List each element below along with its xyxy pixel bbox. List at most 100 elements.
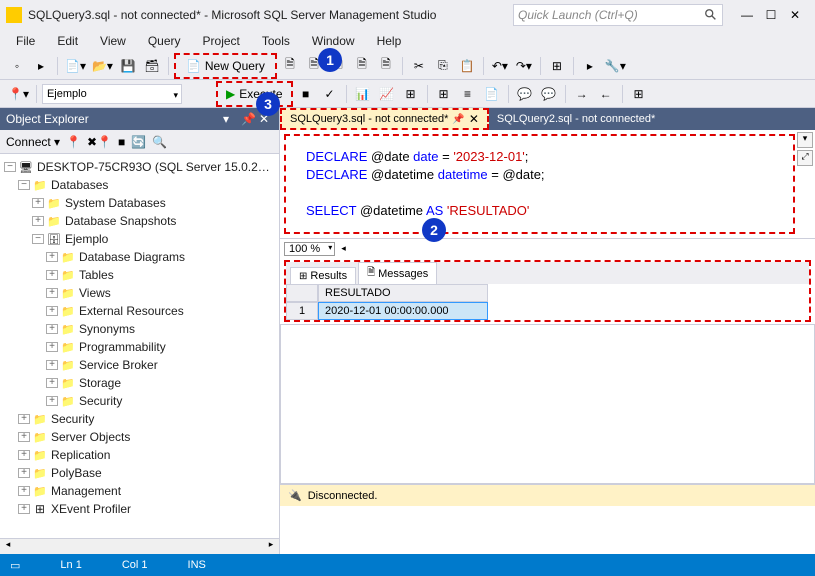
status-bar: ▭ Ln 1 Col 1 INS	[0, 554, 815, 576]
tree-server[interactable]: −DESKTOP-75CR93O (SQL Server 15.0.2…	[0, 158, 279, 176]
comment-button[interactable]: 💬	[514, 83, 536, 105]
results-text-button[interactable]: ≡	[457, 83, 479, 105]
db-engine-query-button[interactable]: 🗎	[279, 55, 301, 77]
tab-close-icon[interactable]: ✕	[469, 112, 479, 126]
scroll-left-arrow[interactable]: ◂	[0, 539, 16, 554]
tree-polybase[interactable]: +PolyBase	[0, 464, 279, 482]
maximize-button[interactable]: ☐	[765, 9, 777, 21]
outdent-button[interactable]: ←	[595, 83, 617, 105]
menu-view[interactable]: View	[90, 32, 136, 50]
tree-storage[interactable]: +Storage	[0, 374, 279, 392]
stop-icon[interactable]: ■	[118, 135, 125, 149]
dropdown-icon[interactable]: ▾	[797, 132, 813, 148]
horizontal-scrollbar[interactable]: ◂ ▸	[0, 538, 279, 554]
menu-query[interactable]: Query	[138, 32, 191, 50]
filter2-icon[interactable]: 🔍	[152, 135, 167, 149]
folder-icon	[46, 214, 62, 228]
result-row[interactable]: 1 2020-12-01 00:00:00.000	[286, 302, 809, 320]
undo-button[interactable]: ↶▾	[489, 55, 511, 77]
forward-button[interactable]: ▸	[30, 55, 52, 77]
tab-label: SQLQuery3.sql - not connected*	[290, 113, 448, 125]
menu-project[interactable]: Project	[193, 32, 250, 50]
menu-file[interactable]: File	[6, 32, 45, 50]
folder-icon	[60, 340, 76, 354]
open-button[interactable]: 📂▾	[90, 55, 115, 77]
menu-window[interactable]: Window	[302, 32, 365, 50]
stats-button[interactable]: ⊞	[400, 83, 422, 105]
pin-icon[interactable]: 📌	[241, 112, 255, 126]
tab-sqlquery3[interactable]: SQLQuery3.sql - not connected* 📌 ✕	[280, 108, 489, 130]
copy-button[interactable]: ⎘	[432, 55, 454, 77]
tree-synonyms[interactable]: +Synonyms	[0, 320, 279, 338]
dropdown-icon[interactable]: ▾	[223, 112, 237, 126]
parse-button[interactable]: ✓	[319, 83, 341, 105]
cut-button[interactable]: ✂	[408, 55, 430, 77]
dmx-button[interactable]: 🗎	[351, 55, 373, 77]
results-file-button[interactable]: 📄	[481, 83, 503, 105]
results-grid: RESULTADO 1 2020-12-01 00:00:00.000	[286, 284, 809, 320]
tree-tables[interactable]: +Tables	[0, 266, 279, 284]
solution-button[interactable]: ▸	[579, 55, 601, 77]
folder-icon	[32, 430, 48, 444]
config-button[interactable]: 🔧▾	[603, 55, 628, 77]
folder-icon	[60, 286, 76, 300]
zoom-dropdown[interactable]: 100 %	[284, 242, 335, 256]
properties-button[interactable]: ⊞	[546, 55, 568, 77]
tree-system-databases[interactable]: +System Databases	[0, 194, 279, 212]
tree-management[interactable]: +Management	[0, 482, 279, 500]
tab-results[interactable]: ⊞Results	[290, 267, 356, 284]
minimize-button[interactable]: —	[741, 9, 753, 21]
tree-programmability[interactable]: +Programmability	[0, 338, 279, 356]
redo-button[interactable]: ↷▾	[513, 55, 535, 77]
tab-messages[interactable]: 🗎Messages	[358, 262, 437, 284]
uncomment-button[interactable]: 💬	[538, 83, 560, 105]
object-explorer-header: Object Explorer ▾ 📌 ✕	[0, 108, 279, 130]
save-all-button[interactable]: 🗃	[141, 55, 163, 77]
tree-db-diagrams[interactable]: +Database Diagrams	[0, 248, 279, 266]
tree-server-objects[interactable]: +Server Objects	[0, 428, 279, 446]
database-dropdown[interactable]: Ejemplo	[42, 84, 182, 104]
tree-replication[interactable]: +Replication	[0, 446, 279, 464]
database-icon	[46, 232, 62, 246]
tree-security[interactable]: +Security	[0, 410, 279, 428]
paste-button[interactable]: 📋	[456, 55, 478, 77]
tree-xevent[interactable]: +XEvent Profiler	[0, 500, 279, 518]
menu-help[interactable]: Help	[367, 32, 412, 50]
sql-editor[interactable]: DECLARE @date date = '2023-12-01'; DECLA…	[284, 134, 795, 234]
back-button[interactable]: ◦	[6, 55, 28, 77]
scroll-right-arrow[interactable]: ▸	[263, 539, 279, 554]
filter-button[interactable]: 📍▾	[6, 83, 31, 105]
status-ins: INS	[188, 559, 206, 571]
xmla-button[interactable]: 🗎	[375, 55, 397, 77]
save-button[interactable]: 💾	[117, 55, 139, 77]
tree-security-inner[interactable]: +Security	[0, 392, 279, 410]
refresh-icon[interactable]: 🔄	[131, 135, 146, 149]
new-query-button[interactable]: 📄 New Query	[180, 55, 271, 77]
include-plan-button[interactable]: 📈	[376, 83, 398, 105]
tree-views[interactable]: +Views	[0, 284, 279, 302]
expand-icon[interactable]: ⤢	[797, 150, 813, 166]
stop-button[interactable]: ■	[295, 83, 317, 105]
tree-databases[interactable]: −Databases	[0, 176, 279, 194]
indent-button[interactable]: →	[571, 83, 593, 105]
result-cell[interactable]: 2020-12-01 00:00:00.000	[318, 302, 488, 320]
menu-edit[interactable]: Edit	[47, 32, 88, 50]
specify-values-button[interactable]: ⊞	[628, 83, 650, 105]
connect-button[interactable]: Connect ▾	[6, 135, 60, 149]
tab-sqlquery2[interactable]: SQLQuery2.sql - not connected*	[489, 108, 663, 130]
plan-button[interactable]: 📊	[352, 83, 374, 105]
menu-tools[interactable]: Tools	[252, 32, 300, 50]
quick-launch-input[interactable]: Quick Launch (Ctrl+Q)	[513, 4, 723, 26]
annotation-1: 1	[318, 48, 342, 72]
tree-external-resources[interactable]: +External Resources	[0, 302, 279, 320]
disconnect-icon[interactable]: ✖📍	[87, 135, 112, 149]
pin-icon[interactable]: 📌	[452, 114, 464, 125]
close-button[interactable]: ✕	[789, 9, 801, 21]
tree-service-broker[interactable]: +Service Broker	[0, 356, 279, 374]
column-header[interactable]: RESULTADO	[318, 284, 488, 302]
tree-ejemplo[interactable]: −Ejemplo	[0, 230, 279, 248]
new-item-button[interactable]: 📄▾	[63, 55, 88, 77]
results-grid-button[interactable]: ⊞	[433, 83, 455, 105]
tree-db-snapshots[interactable]: +Database Snapshots	[0, 212, 279, 230]
filter-icon[interactable]: 📍	[66, 135, 81, 149]
